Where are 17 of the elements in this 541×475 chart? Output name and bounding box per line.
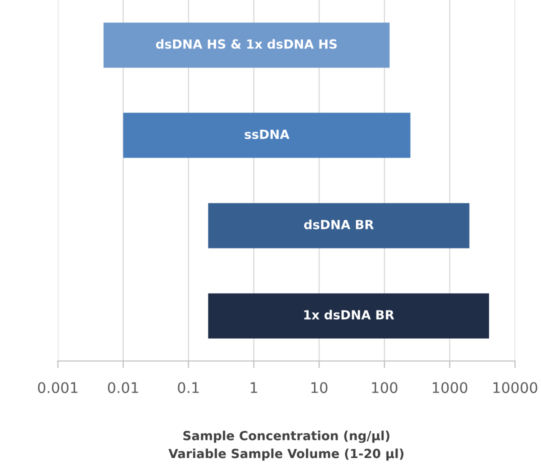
x-tick-label: 0.1 bbox=[178, 382, 199, 394]
x-tick-label: 1 bbox=[250, 382, 258, 393]
x-axis-title: Sample Concentration (ng/µl) Variable Sample Volume (1-20 µl) bbox=[168, 430, 404, 461]
x-tick-label: 0.01 bbox=[108, 382, 138, 394]
x-tick-label: 10 bbox=[311, 382, 328, 394]
bar bbox=[104, 22, 390, 68]
x-tick-label: 1000 bbox=[432, 382, 468, 394]
bar bbox=[123, 112, 410, 158]
x-tick-label: 10000 bbox=[493, 382, 538, 394]
bar bbox=[208, 293, 490, 338]
x-tick-label: 100 bbox=[372, 382, 398, 394]
x-tick-label: 0.001 bbox=[38, 382, 78, 394]
y-tick-label: dsDNA BR bbox=[304, 220, 374, 230]
y-tick-label: 1x dsDNA BR bbox=[304, 310, 394, 320]
bar bbox=[208, 203, 470, 248]
y-tick-label: dsDNA HS & 1x dsDNA HS bbox=[156, 39, 337, 49]
y-tick-label: ssDNA bbox=[244, 130, 290, 139]
